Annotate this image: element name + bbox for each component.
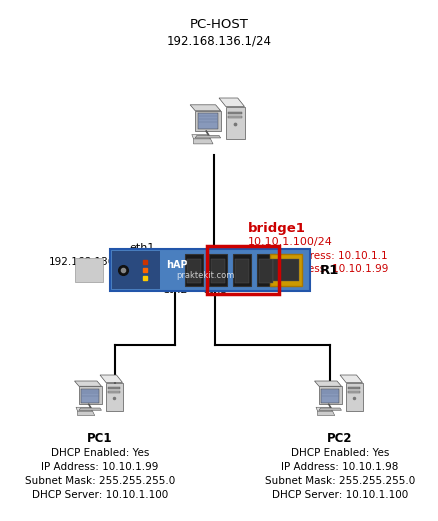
Polygon shape: [194, 139, 213, 144]
Text: DHCP Enabled: Yes: DHCP Enabled: Yes: [291, 448, 389, 458]
Polygon shape: [74, 381, 102, 386]
Text: DHCP Server: 10.10.1.100: DHCP Server: 10.10.1.100: [272, 490, 408, 500]
Polygon shape: [314, 381, 342, 386]
Text: 192.168.136.254/24: 192.168.136.254/24: [49, 257, 155, 267]
Polygon shape: [106, 382, 123, 411]
Bar: [110, 249, 310, 291]
Bar: [211, 259, 225, 283]
Text: IP Address: 10.10.1.99: IP Address: 10.10.1.99: [41, 462, 159, 472]
Text: R1: R1: [320, 264, 339, 277]
Bar: [235, 259, 249, 283]
Polygon shape: [192, 134, 211, 139]
Polygon shape: [319, 408, 342, 410]
Bar: [81, 389, 99, 403]
Text: PC2: PC2: [327, 432, 353, 445]
Bar: [185, 254, 203, 286]
Bar: [319, 386, 342, 404]
Bar: [228, 116, 242, 118]
Bar: [259, 259, 273, 283]
Text: Subnet Mask: 255.255.255.0: Subnet Mask: 255.255.255.0: [25, 476, 175, 486]
Bar: [233, 254, 251, 286]
Polygon shape: [78, 411, 95, 416]
Bar: [108, 391, 120, 393]
Polygon shape: [190, 105, 221, 111]
Text: End IP Address: 10.10.1.99: End IP Address: 10.10.1.99: [248, 264, 389, 274]
Text: hAP: hAP: [166, 260, 187, 270]
Polygon shape: [100, 375, 123, 382]
Bar: [207, 246, 279, 294]
Bar: [321, 389, 339, 403]
Text: eth3: eth3: [202, 285, 228, 295]
Bar: [187, 259, 201, 283]
Bar: [112, 251, 160, 289]
Polygon shape: [316, 407, 332, 411]
Text: DHCP Enabled: Yes: DHCP Enabled: Yes: [51, 448, 149, 458]
Text: praktekit.com: praktekit.com: [176, 270, 234, 279]
Polygon shape: [340, 375, 363, 382]
Bar: [195, 111, 221, 131]
Polygon shape: [346, 382, 363, 411]
Text: eth1: eth1: [130, 243, 155, 253]
Polygon shape: [79, 408, 102, 410]
Bar: [75, 258, 103, 282]
Text: IP Address: 10.10.1.98: IP Address: 10.10.1.98: [281, 462, 399, 472]
Text: Subnet Mask: 255.255.255.0: Subnet Mask: 255.255.255.0: [265, 476, 415, 486]
Text: Start IP Address: 10.10.1.1: Start IP Address: 10.10.1.1: [248, 251, 388, 261]
Bar: [108, 387, 120, 389]
Text: DHCP Server: 10.10.1.100: DHCP Server: 10.10.1.100: [32, 490, 168, 500]
Polygon shape: [226, 106, 244, 139]
Bar: [348, 391, 360, 393]
Text: PC-HOST: PC-HOST: [190, 18, 248, 31]
Bar: [209, 254, 227, 286]
Polygon shape: [195, 135, 221, 138]
Bar: [79, 386, 102, 404]
Polygon shape: [219, 98, 244, 106]
Polygon shape: [318, 411, 335, 416]
Bar: [348, 387, 360, 389]
Text: PC1: PC1: [87, 432, 113, 445]
Bar: [270, 254, 302, 286]
Text: bridge1: bridge1: [248, 222, 306, 235]
Bar: [257, 254, 275, 286]
Bar: [198, 113, 218, 129]
Text: 192.168.136.1/24: 192.168.136.1/24: [166, 35, 272, 48]
Text: 10.10.1.100/24: 10.10.1.100/24: [248, 237, 333, 247]
Bar: [228, 111, 242, 114]
Polygon shape: [76, 407, 92, 411]
Text: eth2: eth2: [162, 285, 188, 295]
Bar: [273, 259, 299, 281]
